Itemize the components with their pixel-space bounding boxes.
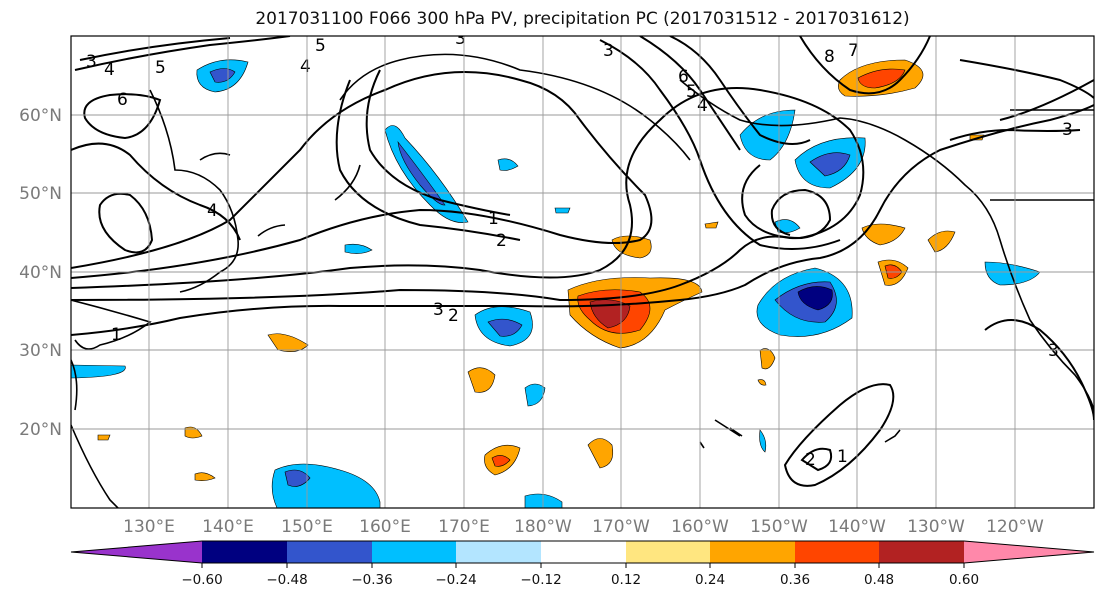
contour-label: 8 <box>824 47 835 67</box>
lon-label: 130°E <box>123 517 175 537</box>
contour-labels: 3 4 5 6 4 5 3 3 8 7 6 5 4 3 1 2 3 2 1 4 … <box>86 29 1073 470</box>
contour-label: 3 <box>455 29 466 49</box>
colorbar-tick-label: 0.48 <box>864 572 894 588</box>
lon-label: 160°W <box>671 517 729 537</box>
lat-label: 40°N <box>19 263 62 283</box>
colorbar-tick-label: −0.36 <box>351 572 392 588</box>
lon-label: 130°W <box>907 517 965 537</box>
colorbar-segment <box>456 541 541 563</box>
colorbar: −0.60 −0.48 −0.36 −0.24 −0.12 0.12 0.24 … <box>70 540 1095 588</box>
contour-label: 5 <box>686 82 697 102</box>
contour-label: 3 <box>603 41 614 61</box>
colorbar-segment <box>626 541 710 563</box>
map-title: 2017031100 F066 300 hPa PV, precipitatio… <box>255 9 910 29</box>
colorbar-tick-label: −0.12 <box>520 572 561 588</box>
contour-label: 5 <box>155 58 166 78</box>
colorbar-tick-label: −0.60 <box>181 572 222 588</box>
colorbar-segment <box>710 541 795 563</box>
lon-label: 150°W <box>750 517 808 537</box>
lon-label: 160°E <box>359 517 411 537</box>
colorbar-tick-label: 0.24 <box>695 572 725 588</box>
lat-label: 60°N <box>19 106 62 126</box>
colorbar-segment <box>372 541 456 563</box>
lon-label: 170°W <box>592 517 650 537</box>
colorbar-tick-label: −0.24 <box>435 572 476 588</box>
contour-label: 4 <box>104 60 115 80</box>
contour-label: 1 <box>488 209 499 229</box>
colorbar-segment <box>795 541 879 563</box>
contour-label: 5 <box>315 36 326 56</box>
contour-label: 2 <box>805 450 816 470</box>
pv-contours <box>71 36 1094 487</box>
contour-label: 4 <box>300 57 311 77</box>
colorbar-segment <box>879 541 964 563</box>
graticule <box>71 36 1094 508</box>
lat-label: 30°N <box>19 341 62 361</box>
lat-label: 50°N <box>19 184 62 204</box>
contour-label: 4 <box>697 96 708 116</box>
lat-label: 20°N <box>19 420 62 440</box>
colorbar-extend-min <box>71 541 202 563</box>
contour-label: 3 <box>433 300 444 320</box>
colorbar-ticks <box>201 563 965 568</box>
contour-label: 2 <box>496 231 507 251</box>
colorbar-segment <box>287 541 372 563</box>
contour-label: 6 <box>117 90 128 110</box>
contour-label: 2 <box>448 306 459 326</box>
lon-label: 140°W <box>828 517 886 537</box>
contour-label: 4 <box>207 201 218 221</box>
contour-label: 3 <box>86 52 97 72</box>
lon-label: 120°W <box>986 517 1044 537</box>
latitude-labels: 60°N 50°N 40°N 30°N 20°N <box>19 106 62 440</box>
colorbar-tick-label: 0.60 <box>949 572 979 588</box>
contour-label: 3 <box>1048 341 1059 361</box>
lon-label: 180°W <box>514 517 572 537</box>
contour-label: 6 <box>678 67 689 87</box>
lon-label: 170°E <box>438 517 490 537</box>
colorbar-tick-label: −0.48 <box>266 572 307 588</box>
contour-label: 3 <box>1062 120 1073 140</box>
colorbar-tick-label: 0.12 <box>611 572 641 588</box>
contour-label: 1 <box>837 447 848 467</box>
lon-label: 140°E <box>202 517 254 537</box>
colorbar-extend-max <box>964 541 1094 563</box>
longitude-labels: 130°E 140°E 150°E 160°E 170°E 180°W 170°… <box>123 517 1044 537</box>
contour-label: 7 <box>848 41 859 61</box>
precipitation-patches <box>71 59 1041 508</box>
contour-label: 1 <box>111 325 122 345</box>
lon-label: 150°E <box>281 517 333 537</box>
colorbar-segment <box>202 541 287 563</box>
colorbar-tick-label: 0.36 <box>780 572 810 588</box>
map-frame <box>70 35 1095 509</box>
colorbar-segment <box>541 541 626 563</box>
